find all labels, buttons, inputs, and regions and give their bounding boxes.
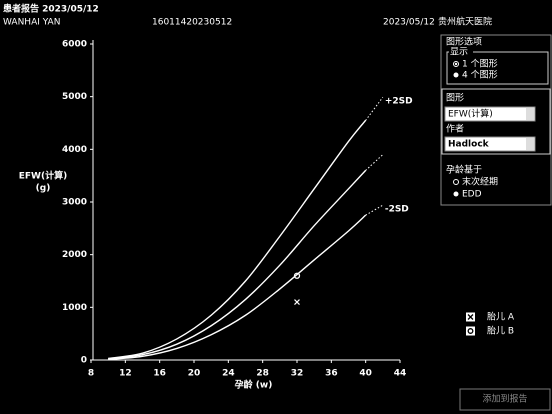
- graph-label: 图形: [446, 92, 464, 104]
- legend-label: 胎儿 A: [487, 311, 515, 323]
- curve-extension: [365, 204, 384, 216]
- y-tick-label: 1000: [62, 303, 87, 313]
- display-label: 显示: [450, 47, 468, 58]
- x-tick-label: 32: [291, 369, 304, 379]
- series-label: +2SD: [385, 97, 413, 107]
- patient-name: WANHAI YAN: [3, 18, 60, 28]
- graph-group: [441, 88, 551, 155]
- add-button[interactable]: [459, 388, 551, 411]
- one-graph[interactable]: 1 个图形: [462, 58, 498, 70]
- x-tick-label: 40: [359, 369, 372, 379]
- y-axis-label: (g): [36, 184, 51, 194]
- four-graph[interactable]: 4 个图形: [462, 69, 498, 81]
- x-tick-label: 16: [153, 369, 166, 379]
- x-tick-label: 36: [325, 369, 338, 379]
- exam-date: 2023/05/12: [383, 18, 435, 28]
- legend-label: 胎儿 B: [487, 325, 514, 337]
- radio[interactable]: [453, 191, 459, 197]
- legend-marker: [467, 328, 474, 334]
- curve-extension: [365, 154, 384, 171]
- dropdown-arrow: [526, 138, 534, 150]
- x-tick-label: 12: [119, 369, 132, 379]
- author-label: 作者: [446, 123, 464, 135]
- panel-title: 图形选项: [446, 36, 482, 48]
- point: [294, 299, 300, 305]
- curve-extension: [365, 96, 384, 121]
- x-tick-label: 28: [256, 369, 269, 379]
- x-tick-label: 44: [394, 369, 407, 379]
- radio[interactable]: [453, 72, 459, 78]
- x-tick-label: 24: [222, 369, 235, 379]
- chart: 0 1000 2000 3000 4000 5000 6000 8 12 16 20 24 28 32 36…: [19, 40, 515, 391]
- radio-dot: [454, 62, 458, 66]
- curve: [108, 169, 367, 360]
- legend-marker: [467, 314, 474, 320]
- curve: [108, 214, 367, 361]
- display-group: [446, 51, 549, 85]
- graph-value: EFW(计算): [448, 108, 493, 120]
- ga-label: 孕龄基于: [446, 164, 482, 176]
- radio[interactable]: [453, 179, 459, 185]
- y-tick-label: 0: [81, 356, 87, 366]
- y-tick-label: 3000: [62, 198, 87, 208]
- y-tick-label: 5000: [62, 92, 87, 102]
- x-tick-label: 8: [88, 369, 94, 379]
- series-label: -2SD: [385, 205, 409, 215]
- x-axis-label: 孕龄 (w): [235, 379, 273, 391]
- x-tick-label: 20: [188, 369, 201, 379]
- y-tick-label: 2000: [62, 250, 87, 260]
- graph-select[interactable]: [444, 106, 536, 122]
- options-panel: [440, 34, 552, 206]
- group-label-bg: [449, 48, 473, 56]
- author-value: Hadlock: [448, 140, 490, 150]
- y-tick-label: 6000: [62, 40, 87, 50]
- hospital: 贵州航天医院: [438, 16, 492, 28]
- lmp-option[interactable]: 末次经期: [462, 176, 498, 188]
- point: [293, 272, 301, 279]
- y-axis-label: EFW(计算): [19, 170, 67, 182]
- curve: [108, 119, 367, 360]
- add-button-label[interactable]: 添加到报告: [482, 393, 527, 405]
- patient-id: 16011420230512: [152, 18, 232, 28]
- y-tick-label: 4000: [62, 145, 87, 155]
- edd-option[interactable]: EDD: [462, 190, 482, 200]
- author-select[interactable]: [444, 136, 536, 152]
- dropdown-arrow: [526, 108, 534, 120]
- legend-box: [466, 326, 475, 336]
- report-title: 患者报告 2023/05/12: [3, 3, 99, 15]
